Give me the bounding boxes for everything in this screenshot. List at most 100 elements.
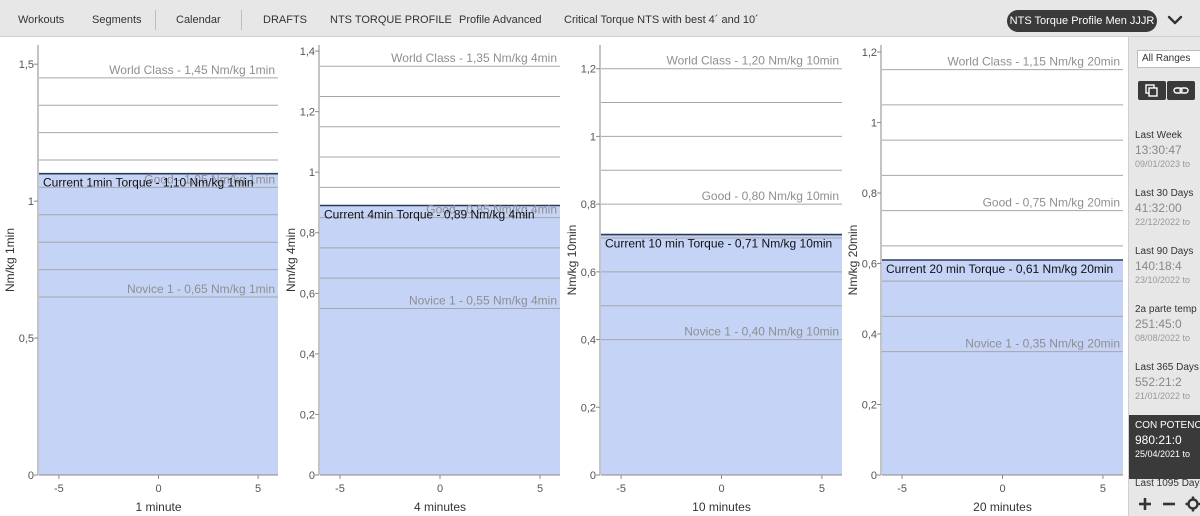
range-sidebar: All Ranges Last Week 13:30:47 09/01/2023 t…	[1128, 37, 1200, 516]
link-icon	[1173, 87, 1189, 94]
gear-icon[interactable]	[1185, 496, 1200, 512]
x-tick-label: 5	[1100, 483, 1106, 495]
chevron-down-icon[interactable]	[1167, 12, 1183, 28]
tab-drafts[interactable]: DRAFTS	[263, 14, 307, 26]
range-item[interactable]: CON POTENCIA 980:21:0 25/04/2021 to	[1129, 415, 1200, 479]
x-axis-label: 10 minutes	[692, 500, 751, 514]
plus-icon[interactable]	[1137, 496, 1153, 512]
range-total-time: 140:18:4	[1135, 259, 1182, 273]
y-tick-label: 0,8	[300, 228, 315, 240]
y-tick-label: 1,5	[19, 59, 34, 71]
x-tick-label: -5	[335, 483, 345, 495]
x-axis-label: 1 minute	[135, 500, 181, 514]
x-tick-label: 5	[537, 483, 543, 495]
current-torque-label: Current 20 min Torque - 0,61 Nm/kg 20min	[886, 262, 1113, 276]
x-tick-label: 0	[437, 483, 443, 495]
x-axis-label: 4 minutes	[414, 500, 466, 514]
range-name: Last 365 Days	[1135, 362, 1199, 373]
y-tick-label: 1	[309, 167, 315, 179]
level-label: Novice 1 - 0,55 Nm/kg 4min	[409, 293, 557, 307]
tab-nts-torque-profile[interactable]: NTS TORQUE PROFILE	[330, 14, 452, 26]
current-torque-bar	[320, 205, 560, 475]
top-tab-bar: Workouts Segments Calendar DRAFTS NTS TO…	[0, 0, 1200, 37]
minus-icon[interactable]	[1161, 496, 1177, 512]
range-name: Last 90 Days	[1135, 246, 1194, 257]
range-name: CON POTENCIA	[1135, 420, 1200, 431]
range-start-date: 21/01/2022 to	[1135, 391, 1191, 401]
level-label: World Class - 1,20 Nm/kg 10min	[667, 54, 840, 68]
copy-icon	[1145, 84, 1158, 97]
x-tick-label: -5	[54, 483, 64, 495]
y-axis-label: Nm/kg 20min	[846, 225, 860, 296]
range-start-date: 09/01/2023 to	[1135, 159, 1191, 169]
range-total-time: 41:32:00	[1135, 201, 1182, 215]
current-torque-bar	[601, 234, 842, 475]
y-tick-label: 0,8	[581, 199, 596, 211]
level-label: Novice 1 - 0,35 Nm/kg 20min	[965, 337, 1120, 351]
y-tick-label: 0,4	[300, 349, 315, 361]
x-tick-label: 5	[255, 483, 261, 495]
range-start-date: 08/08/2022 to	[1135, 333, 1191, 343]
y-tick-label: 0	[871, 470, 877, 482]
level-label: World Class - 1,15 Nm/kg 20min	[948, 55, 1121, 69]
link-button[interactable]	[1167, 81, 1195, 100]
level-label: Novice 1 - 0,40 Nm/kg 10min	[684, 325, 839, 339]
level-label: Good - 0,80 Nm/kg 10min	[702, 189, 839, 203]
y-tick-label: 0	[28, 470, 34, 482]
current-torque-bar	[39, 173, 278, 475]
current-torque-bar	[882, 260, 1123, 475]
y-tick-label: 1,4	[300, 46, 315, 58]
level-label: World Class - 1,45 Nm/kg 1min	[109, 63, 275, 77]
level-label: Good - 1,05 Nm/kg 1min	[144, 172, 275, 186]
tab-segments[interactable]: Segments	[92, 14, 142, 26]
x-tick-label: 0	[155, 483, 161, 495]
x-tick-label: 5	[819, 483, 825, 495]
y-axis-label: Nm/kg 1min	[3, 228, 17, 292]
sidebar-bottom-toolbar	[1129, 493, 1200, 516]
range-name: Last Week	[1135, 130, 1183, 141]
range-item[interactable]: 2a parte temp 251:45:0 08/08/2022 to	[1129, 303, 1200, 359]
tab-calendar[interactable]: Calendar	[176, 14, 221, 26]
range-total-time: 251:45:0	[1135, 317, 1182, 331]
range-item[interactable]: Last 1095 Days	[1129, 477, 1200, 516]
copy-button[interactable]	[1138, 81, 1166, 100]
y-tick-label: 1,2	[862, 47, 877, 59]
range-item[interactable]: Last 365 Days 552:21:2 21/01/2022 to	[1129, 361, 1200, 417]
y-tick-label: 1,2	[300, 107, 315, 119]
range-item[interactable]: Last 30 Days 41:32:00 22/12/2022 to	[1129, 187, 1200, 243]
x-tick-label: -5	[616, 483, 626, 495]
range-name: 2a parte temp	[1135, 304, 1197, 315]
y-tick-label: 0,5	[19, 333, 34, 345]
current-torque-label: Current 4min Torque - 0,89 Nm/kg 4min	[324, 207, 535, 221]
range-item[interactable]: Last 90 Days 140:18:4 23/10/2022 to	[1129, 245, 1200, 301]
range-start-date: 23/10/2022 to	[1135, 275, 1191, 285]
tab-workouts[interactable]: Workouts	[18, 14, 65, 26]
y-tick-label: 0,4	[581, 335, 596, 347]
y-tick-label: 1,2	[581, 64, 596, 76]
y-tick-label: 1	[590, 131, 596, 143]
x-tick-label: 0	[999, 483, 1005, 495]
range-filter-select[interactable]: All Ranges	[1137, 50, 1200, 68]
range-name: Last 1095 Days	[1135, 478, 1200, 489]
range-start-date: 22/12/2022 to	[1135, 217, 1191, 227]
tab-separator	[241, 10, 242, 30]
y-tick-label: 0	[590, 470, 596, 482]
y-tick-label: 1	[28, 196, 34, 208]
range-total-time: 552:21:2	[1135, 375, 1182, 389]
y-axis-label: Nm/kg 4min	[284, 228, 298, 292]
level-label: Novice 1 - 0,65 Nm/kg 1min	[127, 282, 275, 296]
range-name: Last 30 Days	[1135, 188, 1194, 199]
y-tick-label: 0	[309, 470, 315, 482]
y-axis-label: Nm/kg 10min	[565, 225, 579, 296]
y-tick-label: 0,2	[862, 400, 877, 412]
y-tick-label: 0,6	[300, 288, 315, 300]
level-label: Good - 0,75 Nm/kg 20min	[983, 196, 1120, 210]
y-tick-label: 0,8	[862, 188, 877, 200]
y-tick-label: 0,6	[862, 259, 877, 271]
range-item[interactable]: Last Week 13:30:47 09/01/2023 to	[1129, 129, 1200, 185]
profile-selector-button[interactable]: NTS Torque Profile Men JJJR	[1007, 10, 1157, 32]
current-torque-label: Current 1min Torque - 1,10 Nm/kg 1min	[43, 176, 254, 190]
tab-critical-torque[interactable]: Critical Torque NTS with best 4´ and 10´	[564, 14, 759, 26]
level-label: Good - 0,85 Nm/kg 4min	[426, 203, 557, 217]
tab-profile-advanced[interactable]: Profile Advanced	[459, 14, 542, 26]
